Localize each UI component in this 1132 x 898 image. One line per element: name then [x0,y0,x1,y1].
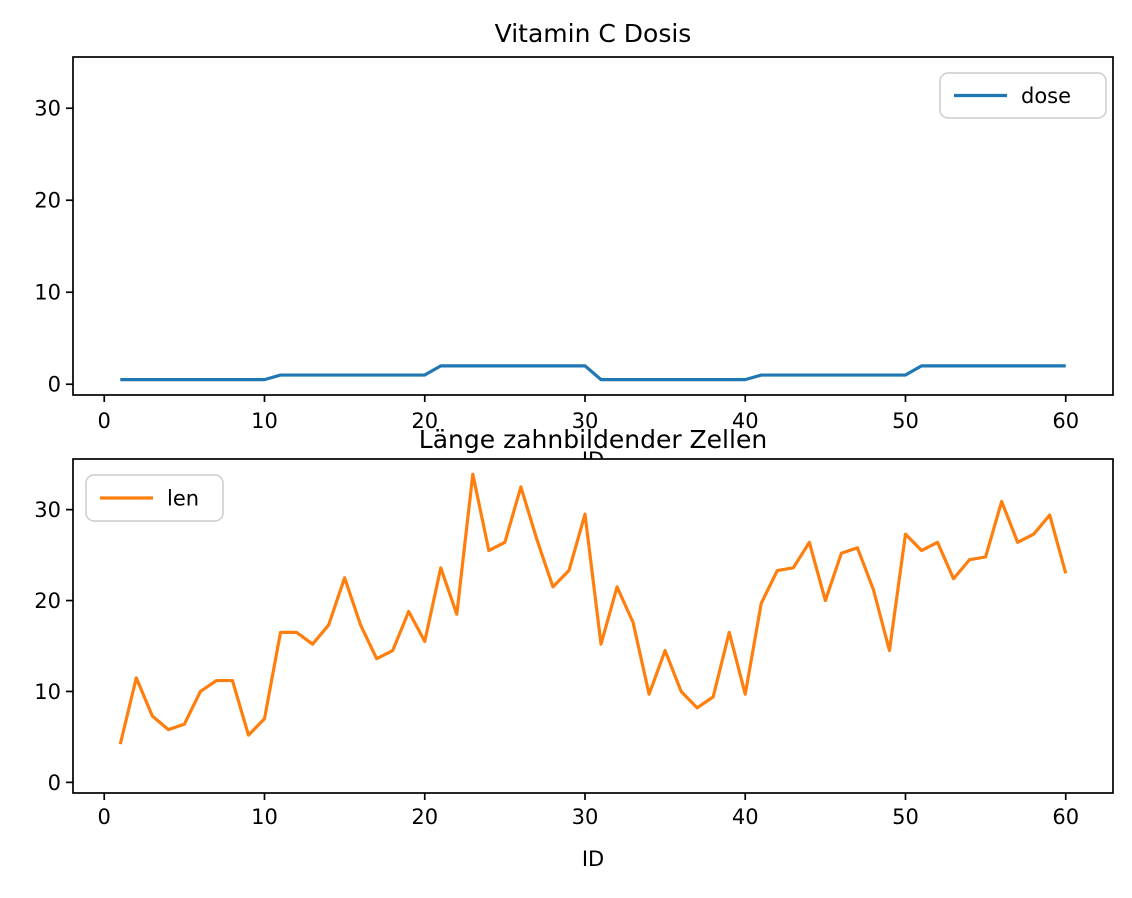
legend-label: len [167,487,199,511]
y-tick-label: 0 [48,771,61,795]
axes-spines [72,458,1114,794]
bottom-chart: 0 10 20 30 40 50 60 0 10 20 30 Länge zahnbildender … [34,425,1114,871]
x-tick-label: 60 [1052,805,1079,829]
y-tick-label: 20 [34,189,61,213]
x-tick-label: 30 [572,409,599,433]
y-tick-label: 10 [34,680,61,704]
axes-background [73,459,1113,793]
dose-line [120,364,1066,382]
x-tick-label: 40 [732,805,759,829]
x-tick-label: 20 [411,805,438,829]
x-axis-label: ID [582,847,604,871]
x-tick-label: 50 [892,409,919,433]
legend-label: dose [1021,84,1071,108]
x-tick-label: 20 [411,409,438,433]
len-line [118,472,1068,745]
y-tick-label: 30 [34,498,61,522]
y-tick-label: 20 [34,589,61,613]
axes-spines [72,56,1114,396]
chart-title: Länge zahnbildender Zellen [419,425,767,454]
x-tick-label: 40 [732,409,759,433]
legend: len [85,474,224,522]
x-tick-label: 10 [251,409,278,433]
x-tick-label: 0 [98,409,111,433]
x-tick-label: 50 [892,805,919,829]
x-tick-label: 30 [572,805,599,829]
legend-frame [85,474,224,522]
legend-frame [939,72,1107,119]
y-tick-label: 10 [34,281,61,305]
y-tick-label: 0 [48,373,61,397]
chart-title: Vitamin C Dosis [495,19,692,48]
x-tick-label: 60 [1052,409,1079,433]
x-tick-label: 0 [98,805,111,829]
x-tick-label: 10 [251,805,278,829]
legend: dose [939,72,1107,119]
y-tick-label: 30 [34,97,61,121]
